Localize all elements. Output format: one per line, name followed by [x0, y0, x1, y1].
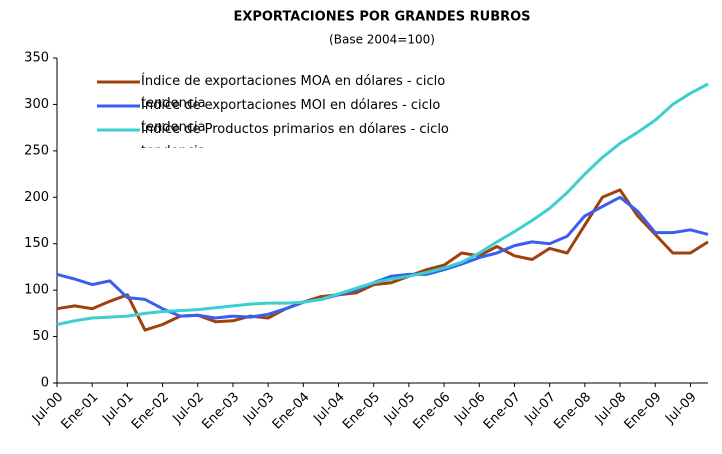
x-tick-label: Ene-05	[340, 390, 383, 433]
x-tick-label: Ene-08	[551, 390, 594, 433]
chart-subtitle: (Base 2004=100)	[329, 33, 435, 47]
x-tick-label: Ene-03	[199, 390, 242, 433]
y-tick-label: 50	[32, 329, 49, 344]
x-tick-label: Ene-02	[129, 390, 172, 433]
y-tick-label: 300	[24, 97, 49, 112]
chart-title: EXPORTACIONES POR GRANDES RUBROS	[233, 10, 530, 25]
y-tick-label: 150	[24, 236, 49, 251]
legend-entry: Índice de exportaciones MOI en dólares -…	[141, 98, 441, 131]
y-tick-label: 200	[24, 190, 49, 205]
series-line	[56, 195, 709, 320]
legend-entry: Índice de exportaciones MOA en dólares -…	[141, 74, 446, 107]
legend-label: Índice de exportaciones MOI en dólares -…	[141, 98, 441, 131]
y-tick-label: 250	[24, 143, 49, 158]
y-tick-label: 350	[24, 51, 49, 66]
y-tick-label: 100	[24, 283, 49, 298]
series-line	[56, 188, 709, 332]
x-tick-label: Ene-09	[622, 390, 665, 433]
y-tick-label: 0	[41, 376, 49, 391]
x-tick-label: Jul-09	[662, 390, 699, 427]
series-line	[56, 82, 709, 326]
legend-entry: Índice de Productos primarios en dólares…	[141, 122, 449, 148]
x-tick-label: Ene-06	[410, 390, 453, 433]
x-tick-label: Ene-04	[270, 390, 313, 433]
x-tick-label: Ene-07	[481, 390, 524, 433]
legend-label: Índice de exportaciones MOA en dólares -…	[141, 74, 446, 107]
x-tick-label: Ene-01	[59, 390, 102, 433]
legend-label: Índice de Productos primarios en dólares…	[141, 122, 449, 148]
